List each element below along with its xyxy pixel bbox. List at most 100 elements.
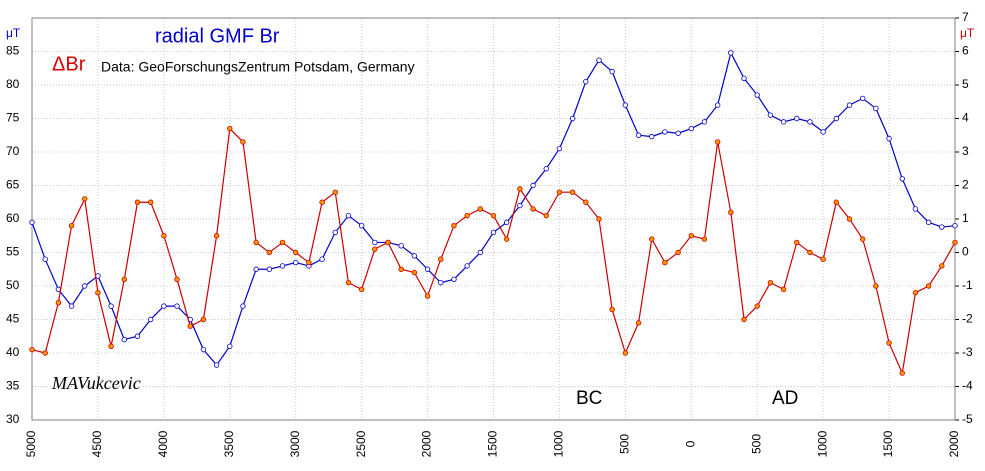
chart-title: radial GMF Br [155, 25, 280, 47]
data-point [714, 102, 721, 108]
data-point [134, 333, 141, 339]
y2-axis-unit: μT [960, 26, 975, 40]
data-point [464, 263, 470, 269]
data-point [530, 206, 536, 212]
y2-tick-label: -3 [962, 345, 973, 359]
data-point [741, 75, 747, 81]
x-tick-label: 1500 [881, 430, 895, 457]
y2-tick-label: 4 [962, 111, 969, 125]
data-point [517, 202, 523, 209]
data-point [675, 130, 681, 136]
y2-tick-label: 6 [962, 44, 969, 58]
data-point [200, 346, 207, 353]
data-point [82, 196, 88, 202]
data-point [860, 95, 866, 102]
data-point [451, 276, 457, 282]
data-point [833, 199, 840, 205]
plot-frame [31, 17, 956, 421]
data-point [517, 186, 523, 192]
data-point [622, 350, 629, 356]
era-label: BC [576, 388, 602, 409]
data-point [609, 306, 615, 313]
data-point [583, 199, 589, 205]
y2-tick-label: -5 [962, 412, 973, 426]
data-point [306, 259, 312, 266]
x-tick-label: 1000 [815, 430, 829, 457]
data-point [596, 57, 602, 63]
data-point [424, 266, 431, 272]
data-point [108, 343, 114, 349]
data-point [29, 219, 35, 226]
data-point [477, 249, 484, 256]
y-tick-label: 60 [6, 211, 20, 225]
data-point [108, 303, 114, 309]
data-point [899, 176, 905, 182]
data-point [187, 323, 193, 329]
data-point [372, 246, 378, 252]
y-tick-label: 30 [6, 412, 20, 426]
data-point [253, 239, 259, 246]
data-point [846, 216, 853, 222]
data-point [279, 239, 286, 246]
y2-tick-label: 3 [962, 144, 969, 158]
data-point [925, 283, 932, 289]
data-point [912, 290, 919, 296]
data-point [424, 293, 431, 299]
data-point [807, 249, 813, 256]
data-point [279, 263, 286, 269]
data-point [701, 236, 708, 242]
data-point [293, 249, 299, 256]
subtitle: ΔBr [52, 53, 86, 75]
data-point [398, 243, 404, 249]
data-point [635, 132, 642, 138]
data-point [780, 119, 787, 125]
data-point [688, 125, 694, 132]
data-point [464, 212, 470, 219]
y-tick-label: 50 [6, 278, 20, 292]
data-point [266, 266, 273, 272]
data-point [490, 229, 497, 236]
data-point [345, 212, 352, 219]
y2-tick-label: -1 [962, 278, 973, 292]
data-point [319, 199, 325, 205]
y-tick-label: 40 [6, 345, 20, 359]
data-point [939, 224, 945, 230]
y2-tick-label: 7 [962, 10, 969, 24]
data-point [385, 239, 391, 246]
y2-tick-label: 5 [962, 77, 969, 91]
data-point [253, 266, 259, 272]
data-point [952, 239, 958, 246]
data-point [332, 189, 338, 195]
data-point [569, 189, 576, 195]
era-label: AD [772, 388, 798, 409]
data-point [358, 222, 365, 229]
data-point [121, 336, 127, 343]
data-point [754, 92, 760, 98]
data-point [477, 206, 484, 212]
y-tick-label: 55 [6, 245, 20, 259]
data-point [358, 286, 365, 293]
data-point [649, 236, 655, 242]
data-point [55, 300, 62, 306]
data-point [886, 135, 892, 142]
data-point [728, 209, 734, 215]
x-tick-label: 1500 [486, 430, 500, 457]
data-point [635, 320, 642, 326]
data-point [213, 362, 220, 368]
data-point [622, 102, 629, 108]
y-tick-label: 85 [6, 44, 20, 58]
signature: MAVukcevic [51, 373, 141, 393]
data-point [794, 239, 800, 246]
data-point [543, 166, 549, 172]
data-point [794, 115, 800, 122]
x-tick-label: 2000 [420, 430, 434, 457]
x-tick-label: 3000 [288, 430, 302, 457]
data-point [596, 216, 602, 222]
data-point [438, 279, 444, 286]
data-point [42, 350, 48, 356]
data-point [662, 259, 668, 266]
x-tick-label: 0 [683, 440, 697, 447]
data-point [767, 279, 774, 286]
data-point [240, 139, 246, 145]
